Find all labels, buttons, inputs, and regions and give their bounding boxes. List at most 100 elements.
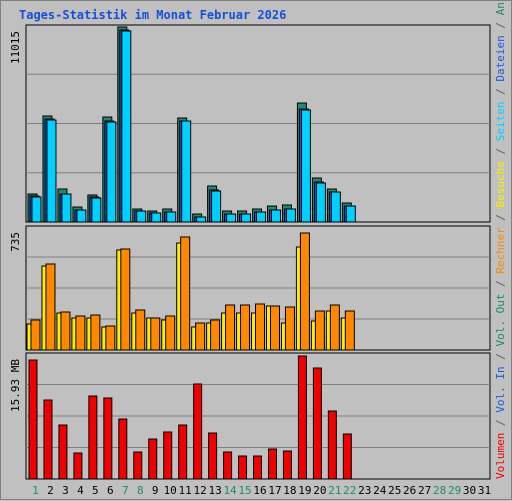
x-tick-label: 15 <box>238 484 251 497</box>
legend-item: Vol. In <box>494 366 507 419</box>
legend-item: Dateien <box>494 35 507 88</box>
bar-volumen-day-13 <box>208 432 218 480</box>
legend-item: / <box>494 214 507 227</box>
bar-seiten-day-20 <box>315 182 326 223</box>
bar-rechner-day-9 <box>150 317 161 351</box>
bar-rechner-day-19 <box>299 232 310 351</box>
bar-volumen-day-19 <box>297 355 307 480</box>
bar-rechner-day-17 <box>269 305 280 351</box>
x-tick-label: 14 <box>223 484 237 497</box>
x-tick-label: 17 <box>268 484 281 497</box>
bar-seiten-day-18 <box>285 208 296 223</box>
bar-seiten-day-14 <box>226 213 237 223</box>
bar-rechner-day-18 <box>284 306 295 351</box>
bar-rechner-day-16 <box>255 303 266 351</box>
bar-seiten-day-11 <box>181 120 192 223</box>
bar-rechner-day-22 <box>344 310 355 351</box>
bar-rechner-day-6 <box>105 325 116 351</box>
bar-volumen-day-18 <box>282 450 292 480</box>
bar-seiten-day-21 <box>330 191 341 223</box>
bar-seiten-day-5 <box>91 197 102 223</box>
x-tick-label: 22 <box>343 484 356 497</box>
bar-volumen-day-4 <box>73 452 83 480</box>
legend: Volumen / Vol. In / Vol. Out / Rechner /… <box>494 1 507 479</box>
bar-volumen-day-15 <box>238 455 248 480</box>
bar-volumen-day-12 <box>193 383 203 480</box>
bar-rechner-day-14 <box>225 304 236 351</box>
x-tick-label: 27 <box>418 484 431 497</box>
bar-seiten-day-4 <box>76 209 87 223</box>
bar-seiten-day-17 <box>270 209 281 223</box>
bar-rechner-day-11 <box>180 236 191 351</box>
bar-rechner-day-13 <box>210 319 221 351</box>
x-tick-label: 21 <box>328 484 341 497</box>
legend-item: Anfragen <box>494 1 507 22</box>
x-tick-label: 6 <box>107 484 114 497</box>
bar-volumen-day-6 <box>103 397 113 480</box>
bar-volumen-day-10 <box>163 431 173 480</box>
bar-rechner-day-3 <box>60 311 71 351</box>
bar-rechner-day-20 <box>314 310 325 351</box>
scale-label-bottom: 15.93 MB <box>9 359 22 412</box>
legend-item: / <box>494 419 507 432</box>
bar-volumen-day-2 <box>43 399 53 480</box>
bar-volumen-day-21 <box>327 410 337 480</box>
bar-rechner-day-1 <box>30 319 41 351</box>
x-tick-label: 8 <box>137 484 144 497</box>
legend-item: / <box>494 280 507 293</box>
x-tick-label: 2 <box>47 484 54 497</box>
legend-item: Besuche <box>494 161 507 214</box>
x-tick-label: 11 <box>179 484 192 497</box>
x-tick-label: 28 <box>433 484 446 497</box>
bar-rechner-day-10 <box>165 315 176 351</box>
x-tick-label: 29 <box>448 484 461 497</box>
x-tick-label: 4 <box>77 484 84 497</box>
x-tick-label: 7 <box>122 484 129 497</box>
bar-seiten-day-12 <box>196 216 207 223</box>
scale-label-top: 11015 <box>9 31 22 64</box>
x-tick-label: 18 <box>283 484 296 497</box>
bar-rechner-day-5 <box>90 314 101 351</box>
bar-rechner-day-8 <box>135 309 146 351</box>
bar-volumen-day-5 <box>88 395 98 480</box>
bar-rechner-day-2 <box>45 263 56 351</box>
x-tick-label: 26 <box>403 484 416 497</box>
bar-volumen-day-22 <box>342 433 352 480</box>
legend-item: / <box>494 148 507 161</box>
bar-seiten-day-15 <box>241 213 252 223</box>
bar-rechner-day-15 <box>240 304 251 351</box>
x-tick-label: 12 <box>194 484 207 497</box>
x-tick-label: 5 <box>92 484 99 497</box>
bar-seiten-day-3 <box>61 193 72 223</box>
legend-item: Seiten <box>494 101 507 147</box>
bar-seiten-day-22 <box>345 205 356 223</box>
bar-volumen-day-7 <box>118 418 128 480</box>
x-tick-label: 23 <box>358 484 371 497</box>
x-tick-label: 16 <box>253 484 266 497</box>
chart-title: Tages-Statistik im Monat Februar 2026 <box>19 8 287 22</box>
bar-seiten-day-6 <box>106 121 117 223</box>
bar-volumen-day-1 <box>28 359 38 480</box>
bar-seiten-day-10 <box>166 211 177 223</box>
x-tick-label: 31 <box>478 484 491 497</box>
bar-volumen-day-14 <box>223 451 233 480</box>
x-tick-label: 9 <box>152 484 159 497</box>
bar-volumen-day-9 <box>148 438 158 480</box>
legend-item: Rechner <box>494 227 507 280</box>
legend-item: / <box>494 88 507 101</box>
x-tick-label: 3 <box>62 484 69 497</box>
bar-seiten-day-7 <box>121 30 132 223</box>
x-tick-label: 19 <box>298 484 311 497</box>
x-tick-label: 1 <box>32 484 39 497</box>
x-tick-label: 24 <box>373 484 387 497</box>
bar-rechner-day-4 <box>75 315 86 351</box>
scale-label-middle: 735 <box>9 232 22 252</box>
bar-volumen-day-8 <box>133 451 143 480</box>
bar-seiten-day-13 <box>211 190 222 223</box>
bar-seiten-day-8 <box>136 210 147 223</box>
bar-seiten-day-16 <box>256 211 267 223</box>
bar-seiten-day-1 <box>31 196 42 223</box>
bar-volumen-day-20 <box>312 367 322 480</box>
x-tick-label: 20 <box>313 484 326 497</box>
